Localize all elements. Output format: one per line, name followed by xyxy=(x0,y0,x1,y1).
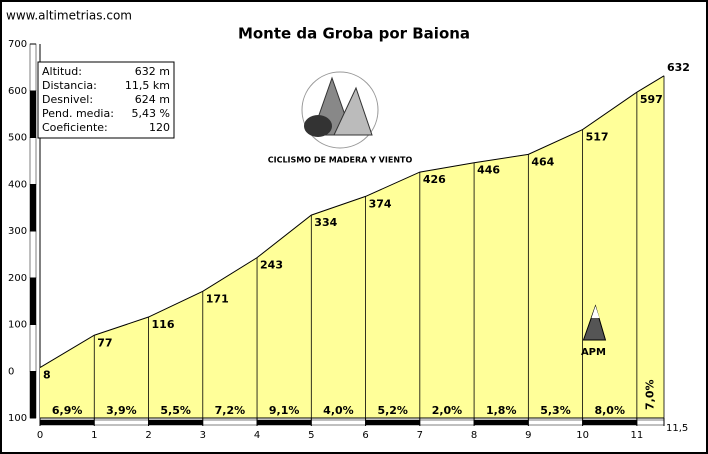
axis-band xyxy=(29,324,37,372)
altitude-label: 116 xyxy=(152,318,175,331)
info-value: 632 m xyxy=(135,65,170,78)
gradient-label: 8,0% xyxy=(594,404,625,417)
y-tick-label: 200 xyxy=(8,273,27,284)
info-label: Altitud: xyxy=(42,65,82,78)
altitude-label: 632 xyxy=(667,61,690,74)
km-band xyxy=(473,419,529,426)
axis-band xyxy=(29,184,37,232)
info-label: Coeficiente: xyxy=(42,121,108,134)
apm-icon xyxy=(582,304,607,341)
x-tick-label: 11,5 xyxy=(666,423,688,434)
gradient-label: 7,2% xyxy=(215,404,246,417)
logo-mountain xyxy=(333,86,373,136)
x-tick-label: 5 xyxy=(308,430,314,441)
apm-snow xyxy=(591,306,600,318)
km-band xyxy=(365,419,421,426)
logo-fish xyxy=(304,115,332,137)
axis-band xyxy=(29,137,37,185)
x-tick-label: 10 xyxy=(576,430,589,441)
km-band xyxy=(94,419,149,426)
altitude-label: 334 xyxy=(314,216,337,229)
apm-label: APM xyxy=(581,347,606,358)
info-label: Distancia: xyxy=(42,79,97,92)
km-band xyxy=(419,419,475,426)
km-band xyxy=(39,419,95,426)
altitude-label: 597 xyxy=(640,93,663,106)
y-tick-label: 600 xyxy=(8,86,27,97)
altitude-label: 446 xyxy=(477,164,500,177)
axis-band xyxy=(29,371,37,419)
area-fill xyxy=(40,75,664,418)
info-value: 5,43 % xyxy=(132,107,170,120)
altitude-label: 517 xyxy=(586,131,609,144)
gradient-label: 2,0% xyxy=(432,404,463,417)
axis-band xyxy=(29,90,37,138)
y-tick-label: 400 xyxy=(8,179,27,190)
x-tick-label: 8 xyxy=(471,430,477,441)
altitude-label: 171 xyxy=(206,292,229,305)
x-tick-label: 0 xyxy=(37,430,43,441)
x-tick-label: 6 xyxy=(362,430,368,441)
info-value: 624 m xyxy=(135,93,170,106)
gradient-label: 5,3% xyxy=(540,404,571,417)
x-tick-label: 9 xyxy=(525,430,531,441)
y-tick-label: 300 xyxy=(8,226,27,237)
altitude-label: 426 xyxy=(423,173,446,186)
gradient-label: 9,1% xyxy=(269,404,300,417)
logo: CICLISMO DE MADERA Y VIENTO xyxy=(268,71,413,165)
km-band xyxy=(256,419,312,426)
km-band xyxy=(528,419,583,426)
altitude-label: 464 xyxy=(531,155,554,168)
x-tick-label: 2 xyxy=(145,430,151,441)
altitude-label: 8 xyxy=(43,369,51,382)
gradient-label: 7,0% xyxy=(643,379,656,410)
gradient-label: 4,0% xyxy=(323,404,354,417)
km-band xyxy=(636,419,665,426)
y-tick-label: 700 xyxy=(8,39,27,50)
x-tick-label: 7 xyxy=(417,430,423,441)
x-tick-label: 3 xyxy=(200,430,206,441)
info-box xyxy=(37,61,175,139)
y-tick-label: 0 xyxy=(8,366,14,377)
altitude-label: 243 xyxy=(260,259,283,272)
y-tick-label: 500 xyxy=(8,133,27,144)
x-tick-label: 1 xyxy=(91,430,97,441)
gradient-label: 3,9% xyxy=(106,404,137,417)
km-band xyxy=(148,419,204,426)
gradient-label: 6,9% xyxy=(52,404,83,417)
chart-title: Monte da Groba por Baiona xyxy=(238,25,470,43)
gradient-label: 5,2% xyxy=(377,404,408,417)
y-tick-label: 100 xyxy=(8,413,27,424)
axis-band xyxy=(29,43,37,91)
site: www.altimetrias.com xyxy=(6,9,132,23)
x-tick-label: 4 xyxy=(254,430,260,441)
axis-band xyxy=(29,277,37,325)
info-label: Pend. media: xyxy=(42,107,114,120)
km-band xyxy=(311,419,366,426)
axis-band xyxy=(29,230,37,278)
gradient-label: 5,5% xyxy=(160,404,191,417)
y-tick-label: 100 xyxy=(8,320,27,331)
altitude-label: 374 xyxy=(369,197,392,210)
x-tick-label: 11 xyxy=(631,430,644,441)
info-value: 120 xyxy=(149,121,170,134)
info-value: 11,5 km xyxy=(125,79,170,92)
km-band xyxy=(202,419,258,426)
logo-text: CICLISMO DE MADERA Y VIENTO xyxy=(268,156,413,165)
info-label: Desnivel: xyxy=(42,93,93,106)
gradient-label: 1,8% xyxy=(486,404,517,417)
km-band xyxy=(582,419,638,426)
altitude-label: 77 xyxy=(97,336,112,349)
